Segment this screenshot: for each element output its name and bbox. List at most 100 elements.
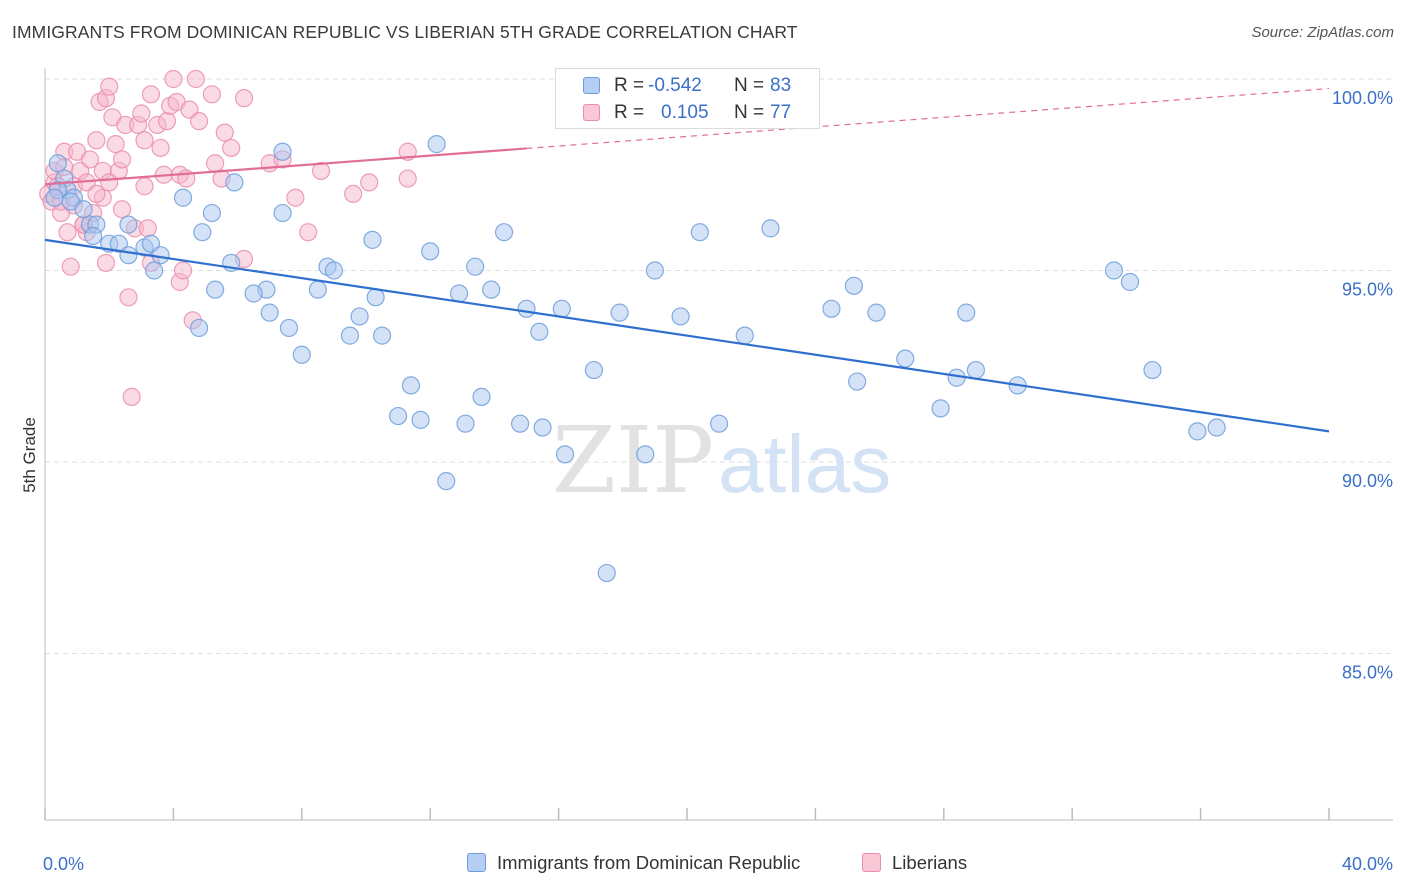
data-point <box>372 326 392 345</box>
data-point <box>931 399 950 418</box>
x-tick-label-min: 0.0% <box>43 854 84 874</box>
data-point <box>421 242 440 261</box>
data-point <box>84 226 103 246</box>
data-point <box>132 104 151 123</box>
watermark-zip: ZIP <box>552 407 714 514</box>
data-point <box>87 184 106 203</box>
data-point <box>449 284 469 303</box>
data-point <box>273 142 292 161</box>
data-point <box>206 280 225 299</box>
data-point <box>482 280 501 299</box>
data-point <box>202 203 222 223</box>
r-label: R = <box>614 102 645 123</box>
legend-swatch-dominican <box>467 853 486 872</box>
data-point <box>671 307 690 326</box>
data-point <box>709 414 729 433</box>
r-label: R = <box>614 75 645 96</box>
data-point <box>645 261 665 280</box>
y-tick-label: 90.0% <box>1342 471 1393 491</box>
data-point <box>193 223 212 242</box>
data-point <box>135 177 154 196</box>
data-point <box>119 288 138 307</box>
data-point <box>690 223 709 242</box>
data-point <box>597 563 616 583</box>
grid-lines <box>45 78 1393 654</box>
series-liberians <box>39 69 417 406</box>
data-point <box>206 154 225 173</box>
data-point <box>260 303 279 322</box>
data-point <box>151 138 170 158</box>
data-point <box>234 89 254 108</box>
trend-line-liberians <box>44 147 527 186</box>
data-point <box>299 223 318 242</box>
data-point <box>360 173 379 192</box>
data-point <box>202 85 222 104</box>
r-value: 0.105 <box>661 102 709 123</box>
liberians-swatch <box>583 104 600 121</box>
data-point <box>530 322 549 341</box>
data-point <box>286 188 305 207</box>
data-point <box>822 299 841 318</box>
data-point <box>896 349 915 368</box>
data-point <box>244 284 263 303</box>
n-label: N = <box>734 102 765 123</box>
data-point <box>225 173 244 192</box>
data-point <box>45 188 64 207</box>
data-point <box>761 219 780 238</box>
data-point <box>472 387 491 406</box>
data-point <box>186 69 205 89</box>
data-point <box>74 200 93 219</box>
stats-row-liberians: R = 0.105 N = 77 <box>556 100 819 126</box>
r-value: -0.542 <box>648 75 702 96</box>
data-point <box>279 318 299 338</box>
data-point <box>966 360 986 380</box>
data-point <box>510 414 530 433</box>
data-point <box>48 154 67 173</box>
y-axis-label: 5th Grade <box>20 417 39 493</box>
data-point <box>398 169 417 188</box>
y-tick-label: 100.0% <box>1332 88 1393 108</box>
data-point <box>100 173 119 192</box>
data-point <box>867 303 886 322</box>
data-point <box>119 246 138 265</box>
y-tick-labels: 85.0% 90.0% 95.0% 100.0% <box>1332 88 1393 683</box>
legend-label-dominican: Immigrants from Dominican Republic <box>497 852 801 873</box>
data-point <box>1207 418 1226 437</box>
data-point <box>173 188 193 207</box>
data-point <box>411 410 430 429</box>
stats-legend: R = -0.542 N = 83 R = 0.105 N = 77 <box>555 68 820 129</box>
data-point <box>466 257 485 276</box>
data-point <box>1104 261 1124 280</box>
y-tick-label: 85.0% <box>1342 663 1393 683</box>
data-point <box>389 406 408 426</box>
data-point <box>141 85 161 104</box>
data-point <box>112 150 132 169</box>
data-point <box>636 445 655 464</box>
trend-line-dominican <box>44 238 1330 433</box>
data-point <box>1120 272 1140 292</box>
data-point <box>189 112 209 131</box>
n-label: N = <box>734 75 765 96</box>
data-point <box>122 387 141 406</box>
watermark-atlas: atlas <box>718 419 891 510</box>
data-point <box>456 414 475 433</box>
data-point <box>610 303 629 322</box>
data-point <box>584 360 604 380</box>
data-point <box>106 135 125 154</box>
trend-lines <box>44 87 1330 433</box>
dominican-swatch <box>583 77 600 94</box>
data-point <box>215 123 234 142</box>
series-dominican-republic <box>45 135 1226 583</box>
n-value: 77 <box>770 102 792 123</box>
data-point <box>340 326 360 345</box>
data-point <box>145 261 164 280</box>
data-point <box>138 219 157 238</box>
data-point <box>173 261 193 280</box>
data-point <box>80 150 100 169</box>
chart-source: Source: ZipAtlas.com <box>1251 24 1394 41</box>
data-point <box>87 131 106 150</box>
data-point <box>157 112 177 131</box>
data-point <box>112 200 132 219</box>
data-point <box>292 345 311 364</box>
